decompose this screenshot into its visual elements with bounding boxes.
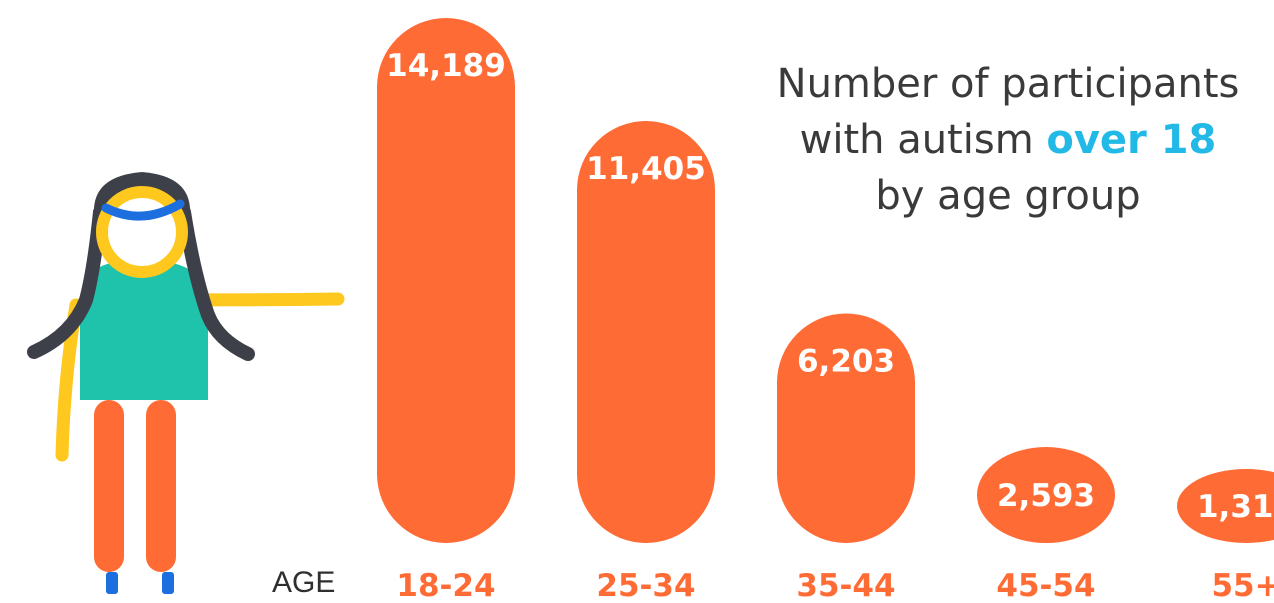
bar-35-44 xyxy=(777,313,915,543)
person-hair-left xyxy=(27,205,107,359)
category-label-18-24: 18-24 xyxy=(396,568,495,603)
person-hair-right xyxy=(177,205,255,361)
category-labels-group: 18-24 25-34 35-44 45-54 55+ xyxy=(396,568,1274,603)
age-axis-label: AGE xyxy=(272,566,336,599)
value-label-45-54: 2,593 xyxy=(997,478,1095,514)
bar-18-24 xyxy=(377,18,515,543)
title-line-2: with autism over 18 xyxy=(740,112,1274,168)
chart-title: Number of participants with autism over … xyxy=(740,56,1274,224)
title-highlight: over 18 xyxy=(1046,117,1217,163)
value-label-35-44: 6,203 xyxy=(797,343,895,379)
bar-25-34 xyxy=(577,121,715,544)
person-right-shoe xyxy=(162,572,174,594)
title-line-3: by age group xyxy=(875,173,1141,219)
person-left-shoe xyxy=(106,572,118,594)
category-label-35-44: 35-44 xyxy=(796,568,895,603)
value-label-55+: 1,311 xyxy=(1197,489,1274,525)
title-line-1: Number of participants xyxy=(776,61,1240,107)
person-headband xyxy=(101,199,185,221)
person-torso xyxy=(80,262,208,400)
bars-group xyxy=(377,18,1274,544)
person-right-leg xyxy=(146,400,176,572)
category-label-55+: 55+ xyxy=(1211,568,1274,603)
value-label-25-34: 11,405 xyxy=(586,151,706,187)
person-left-leg xyxy=(94,400,124,572)
bar-45-54 xyxy=(977,447,1115,543)
bar-55+ xyxy=(1177,469,1274,543)
value-label-18-24: 14,189 xyxy=(386,48,506,84)
title-line-2-prefix: with autism xyxy=(799,117,1047,163)
value-labels-group: 14,189 11,405 6,203 2,593 1,311 xyxy=(386,48,1274,525)
person-illustration xyxy=(27,172,345,594)
category-label-45-54: 45-54 xyxy=(996,568,1095,603)
category-label-25-34: 25-34 xyxy=(596,568,695,603)
person-face xyxy=(96,186,188,278)
